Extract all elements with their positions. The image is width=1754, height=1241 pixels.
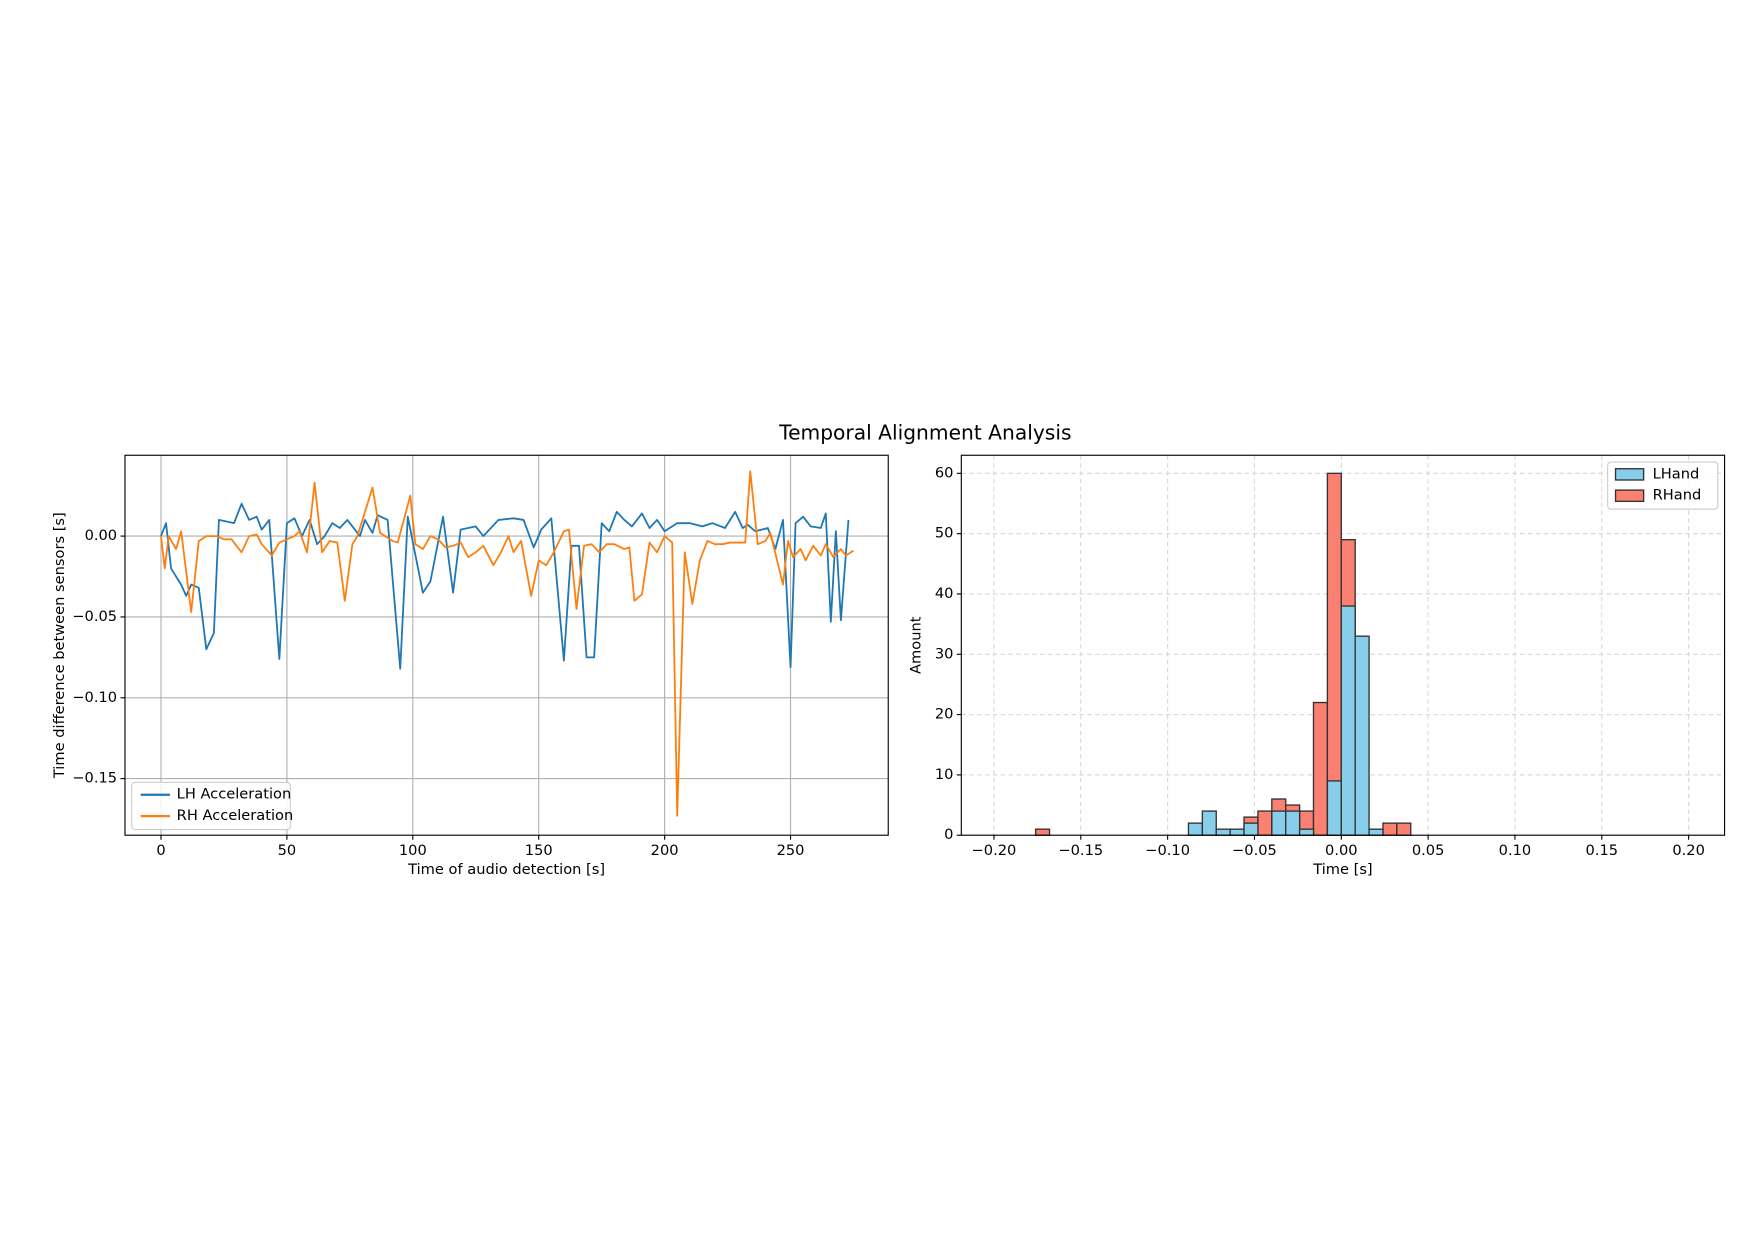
histogram-bar: [1201, 810, 1217, 836]
legend-label: LHand: [1653, 465, 1700, 482]
x-axis-label: Time [s]: [1312, 861, 1372, 878]
y-tick-label: 30: [935, 645, 954, 662]
x-tick-label: 0.05: [1412, 842, 1445, 859]
histogram-bar: [1271, 810, 1287, 836]
figure-title: Temporal Alignment Analysis: [778, 420, 1071, 444]
line-series: [160, 502, 850, 670]
x-tick-label: 150: [525, 842, 553, 859]
y-axis-label: Amount: [907, 616, 924, 674]
histogram-bar: [1243, 822, 1259, 836]
histogram-bar: [1187, 822, 1204, 836]
legend-label: RHand: [1653, 487, 1702, 504]
x-tick-label: −0.20: [972, 842, 1017, 859]
x-tick-label: −0.10: [1145, 842, 1190, 859]
plot-frame: [960, 454, 1726, 836]
x-tick-label: 250: [777, 842, 805, 859]
histogram-bar: [1257, 810, 1273, 836]
x-tick-label: 0.20: [1672, 842, 1705, 859]
x-tick-label: 200: [651, 842, 679, 859]
y-tick-label: −0.05: [72, 608, 117, 625]
x-axis-label: Time of audio detection [s]: [407, 861, 605, 878]
legend-label: LH Acceleration: [177, 786, 292, 803]
histogram-bar: [1354, 635, 1370, 836]
y-tick-label: 0: [944, 826, 953, 843]
histogram-bar: [1298, 828, 1315, 836]
y-axis-label: Time difference between sensors [s]: [51, 512, 68, 779]
y-tick-label: 40: [935, 585, 954, 602]
legend-swatch: [1614, 489, 1645, 503]
x-tick-label: 0: [156, 842, 165, 859]
legend-box: [131, 781, 291, 831]
y-tick-label: 0.00: [85, 527, 118, 544]
legend-swatch: [1614, 468, 1645, 481]
x-tick-label: −0.15: [1058, 842, 1103, 859]
histogram-bar: [1285, 810, 1301, 836]
histogram-bar: [1382, 822, 1398, 836]
x-tick-label: −0.05: [1232, 842, 1277, 859]
y-tick-label: 60: [935, 464, 954, 481]
histogram-bar: [1396, 822, 1412, 836]
x-tick-label: 50: [278, 842, 297, 859]
plot-frame: [124, 454, 889, 836]
histogram-bar: [1368, 828, 1384, 836]
histogram-bar: [1312, 701, 1329, 836]
y-tick-label: −0.10: [72, 689, 117, 706]
x-tick-label: 0.00: [1325, 842, 1358, 859]
y-tick-label: 20: [935, 706, 954, 723]
histogram-bar: [1326, 780, 1342, 836]
histogram-bar: [1229, 828, 1245, 836]
histogram-bar: [1034, 828, 1051, 836]
histogram-bar: [1340, 605, 1356, 836]
x-tick-label: 0.15: [1586, 842, 1619, 859]
x-tick-label: 0.10: [1499, 842, 1532, 859]
y-tick-label: 10: [935, 766, 954, 783]
y-tick-label: −0.15: [72, 770, 117, 787]
legend-label: RH Acceleration: [177, 807, 294, 824]
x-tick-label: 100: [399, 842, 427, 859]
histogram-bar: [1215, 828, 1231, 836]
line-series: [160, 470, 854, 817]
y-tick-label: 50: [935, 525, 954, 542]
